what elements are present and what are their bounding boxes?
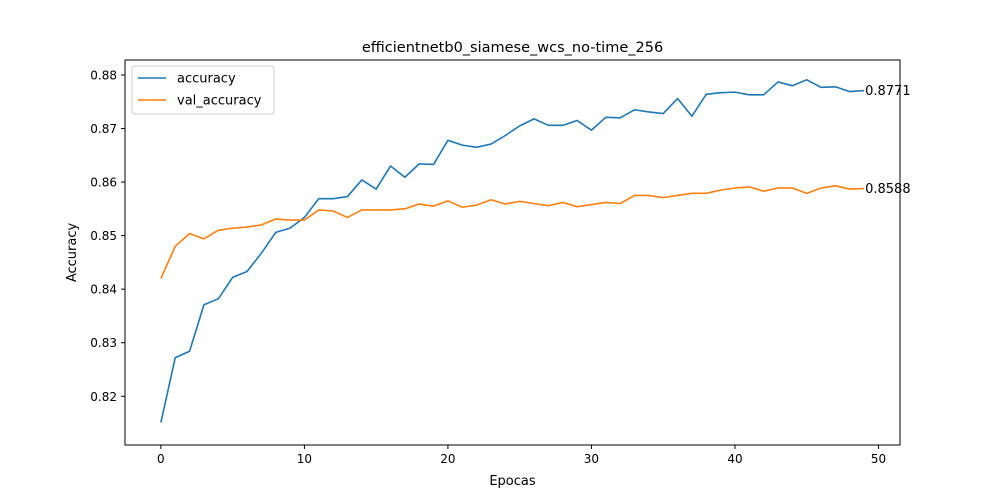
y-tick-label: 0.86	[90, 176, 117, 190]
x-tick-label: 0	[157, 452, 165, 466]
x-tick-label: 10	[297, 452, 312, 466]
x-axis: 0 10 20 30 40 50	[157, 445, 886, 466]
chart-title: efficientnetb0_siamese_wcs_no-time_256	[362, 40, 663, 56]
y-tick-label: 0.85	[90, 229, 117, 243]
y-tick-label: 0.84	[90, 283, 117, 297]
legend-label-val-accuracy: val_accuracy	[177, 94, 262, 109]
end-label-accuracy: 0.8771	[865, 84, 911, 99]
y-axis-label: Accuracy	[65, 223, 80, 283]
legend-label-accuracy: accuracy	[177, 72, 236, 87]
y-axis: 0.82 0.83 0.84 0.85 0.86 0.87 0.88	[90, 68, 125, 404]
legend-box	[131, 65, 275, 115]
legend: accuracy val_accuracy	[131, 65, 275, 115]
plot-frame	[124, 59, 901, 446]
x-tick-label: 40	[727, 452, 742, 466]
y-tick-label: 0.88	[90, 68, 117, 82]
x-axis-label: Epocas	[489, 474, 536, 489]
end-value-labels: 0.8771 0.8588	[865, 84, 911, 197]
series-line-val-accuracy	[160, 185, 865, 279]
end-label-val-accuracy: 0.8588	[865, 182, 911, 197]
y-tick-label: 0.82	[90, 390, 117, 404]
x-tick-label: 30	[584, 452, 599, 466]
plot-series	[160, 79, 865, 423]
series-line-accuracy	[160, 79, 865, 423]
y-tick-label: 0.87	[90, 122, 117, 136]
x-tick-label: 20	[440, 452, 455, 466]
x-tick-label: 50	[871, 452, 886, 466]
y-tick-label: 0.83	[90, 336, 117, 350]
